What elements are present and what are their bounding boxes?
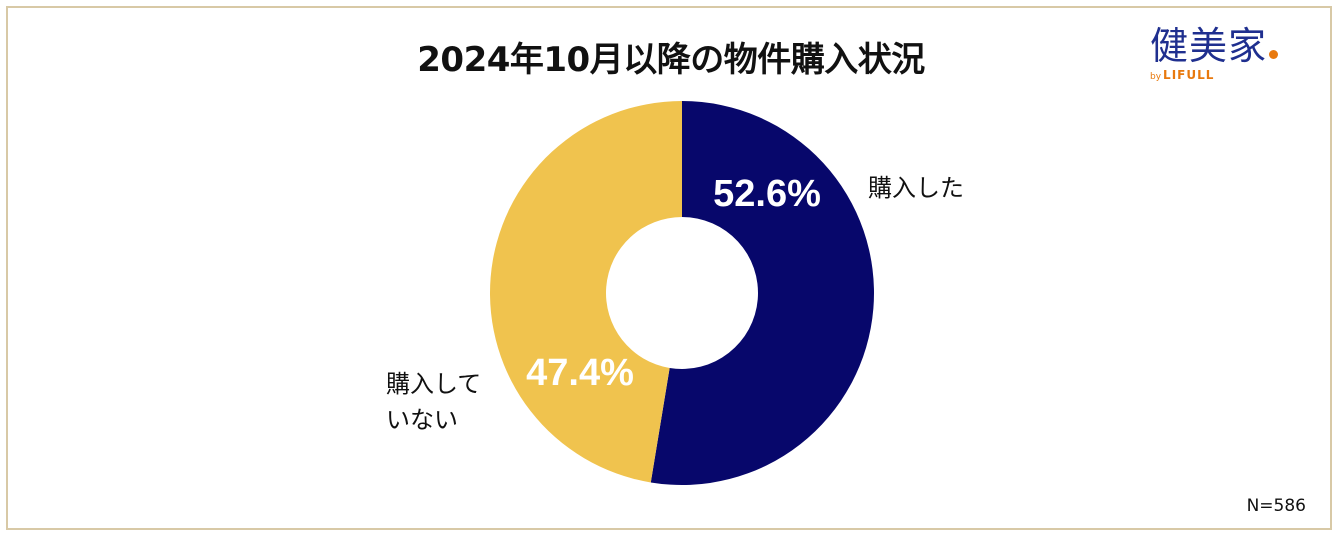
- category-label-2: 購入していない: [386, 370, 481, 434]
- logo-brand: LIFULL: [1163, 68, 1215, 82]
- logo-by: by: [1150, 72, 1162, 82]
- donut-slice-2: [489, 101, 682, 483]
- donut-slice-1: [650, 101, 874, 485]
- logo-sub: by LIFULL: [1150, 68, 1310, 84]
- value-label-1: 52.6%: [713, 173, 821, 215]
- chart-title: 2024年10月以降の物件購入状況: [417, 40, 925, 80]
- brand-logo: 健美家 by LIFULL: [1150, 24, 1310, 84]
- sample-size-note: N=586: [1246, 496, 1306, 516]
- category-label-1: 購入した: [868, 174, 964, 202]
- logo-wordmark: 健美家: [1150, 24, 1310, 68]
- logo-dot-icon: [1269, 50, 1279, 59]
- logo-main-text: 健美家: [1150, 24, 1268, 68]
- value-label-2: 47.4%: [526, 352, 634, 394]
